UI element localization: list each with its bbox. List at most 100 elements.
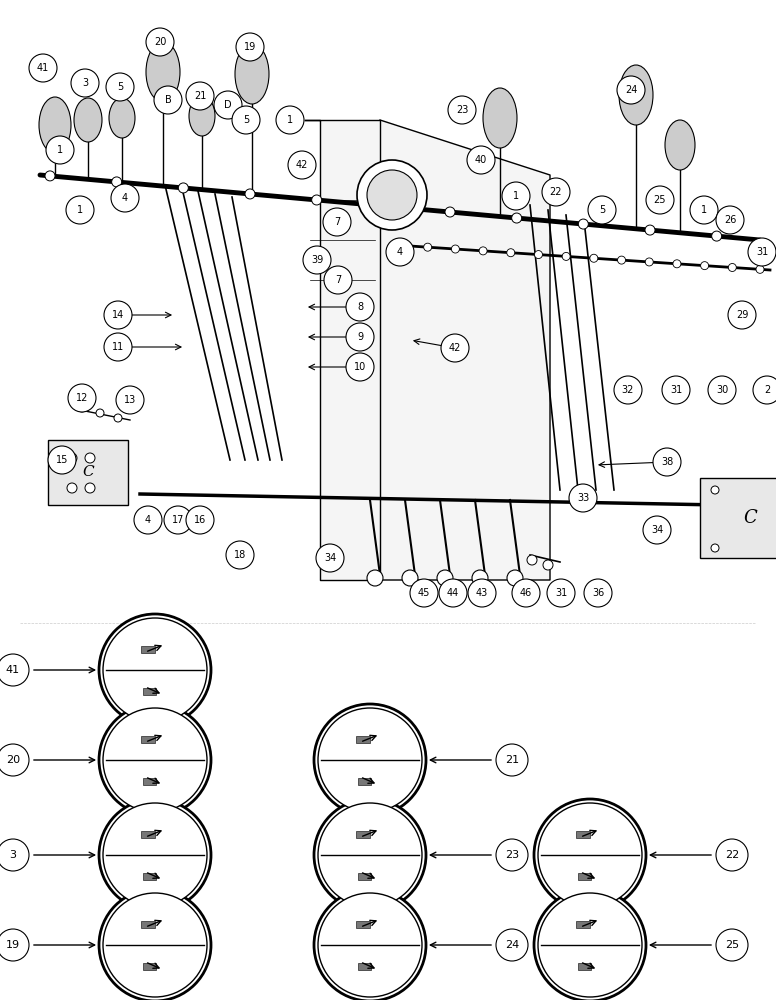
Circle shape [178, 183, 189, 193]
Text: 44: 44 [447, 588, 459, 598]
Circle shape [753, 376, 776, 404]
Circle shape [318, 803, 422, 907]
Circle shape [346, 293, 374, 321]
Text: 4: 4 [145, 515, 151, 525]
Text: 30: 30 [716, 385, 728, 395]
Circle shape [314, 704, 426, 816]
Text: 8: 8 [357, 302, 363, 312]
Circle shape [507, 570, 523, 586]
Text: 38: 38 [661, 457, 673, 467]
Circle shape [756, 265, 764, 273]
Ellipse shape [483, 88, 517, 148]
Circle shape [367, 170, 417, 220]
Text: 1: 1 [701, 205, 707, 215]
Text: 7: 7 [334, 217, 340, 227]
Circle shape [562, 252, 570, 260]
Circle shape [534, 889, 646, 1000]
Text: 12: 12 [76, 393, 88, 403]
FancyBboxPatch shape [578, 873, 591, 880]
Circle shape [29, 54, 57, 82]
Circle shape [99, 614, 211, 726]
Circle shape [512, 579, 540, 607]
Text: 1: 1 [57, 145, 63, 155]
Circle shape [467, 146, 495, 174]
Circle shape [346, 353, 374, 381]
Circle shape [728, 301, 756, 329]
Text: 13: 13 [124, 395, 136, 405]
Circle shape [111, 184, 139, 212]
Text: 34: 34 [324, 553, 336, 563]
Circle shape [68, 384, 96, 412]
Text: 40: 40 [475, 155, 487, 165]
Circle shape [437, 570, 453, 586]
Circle shape [318, 708, 422, 812]
Circle shape [78, 404, 86, 412]
Bar [700, 478, 776, 558]
Text: 22: 22 [549, 187, 563, 197]
Circle shape [441, 334, 469, 362]
Circle shape [543, 560, 553, 570]
Text: 17: 17 [171, 515, 184, 525]
Circle shape [226, 541, 254, 569]
Circle shape [232, 106, 260, 134]
Ellipse shape [74, 98, 102, 142]
FancyBboxPatch shape [358, 778, 371, 785]
Circle shape [103, 893, 207, 997]
Circle shape [538, 803, 642, 907]
Circle shape [112, 177, 122, 187]
Text: 3: 3 [82, 78, 88, 88]
Circle shape [99, 889, 211, 1000]
Text: C: C [82, 465, 94, 479]
Circle shape [186, 506, 214, 534]
Circle shape [314, 889, 426, 1000]
Circle shape [445, 207, 455, 217]
Text: 25: 25 [725, 940, 739, 950]
Circle shape [617, 76, 645, 104]
Text: 11: 11 [112, 342, 124, 352]
Circle shape [314, 799, 426, 911]
Text: 36: 36 [592, 588, 605, 598]
Circle shape [534, 799, 646, 911]
Text: 42: 42 [449, 343, 461, 353]
Polygon shape [380, 120, 550, 580]
Circle shape [542, 178, 570, 206]
Circle shape [116, 386, 144, 414]
Circle shape [379, 201, 388, 211]
Circle shape [643, 516, 671, 544]
Circle shape [716, 839, 748, 871]
Circle shape [99, 799, 211, 911]
Circle shape [303, 246, 331, 274]
Circle shape [646, 186, 674, 214]
Text: 4: 4 [397, 247, 403, 257]
Text: 39: 39 [311, 255, 323, 265]
Circle shape [276, 106, 304, 134]
FancyBboxPatch shape [143, 963, 156, 970]
Text: 15: 15 [56, 455, 68, 465]
Text: 31: 31 [756, 247, 768, 257]
Circle shape [104, 301, 132, 329]
Text: 3: 3 [9, 850, 16, 860]
Circle shape [716, 206, 744, 234]
Circle shape [99, 704, 211, 816]
Circle shape [154, 86, 182, 114]
Text: 31: 31 [670, 385, 682, 395]
Circle shape [323, 208, 351, 236]
FancyBboxPatch shape [356, 736, 370, 743]
Text: 14: 14 [112, 310, 124, 320]
Circle shape [662, 376, 690, 404]
Circle shape [316, 544, 344, 572]
Text: 20: 20 [154, 37, 166, 47]
Circle shape [645, 225, 655, 235]
Circle shape [645, 258, 653, 266]
Circle shape [288, 151, 316, 179]
Circle shape [245, 189, 255, 199]
Text: 31: 31 [555, 588, 567, 598]
Circle shape [48, 446, 76, 474]
Circle shape [673, 260, 681, 268]
FancyBboxPatch shape [141, 646, 155, 653]
FancyBboxPatch shape [576, 831, 590, 838]
Circle shape [114, 414, 122, 422]
Circle shape [96, 409, 104, 417]
Circle shape [507, 249, 514, 257]
Text: 5: 5 [117, 82, 123, 92]
